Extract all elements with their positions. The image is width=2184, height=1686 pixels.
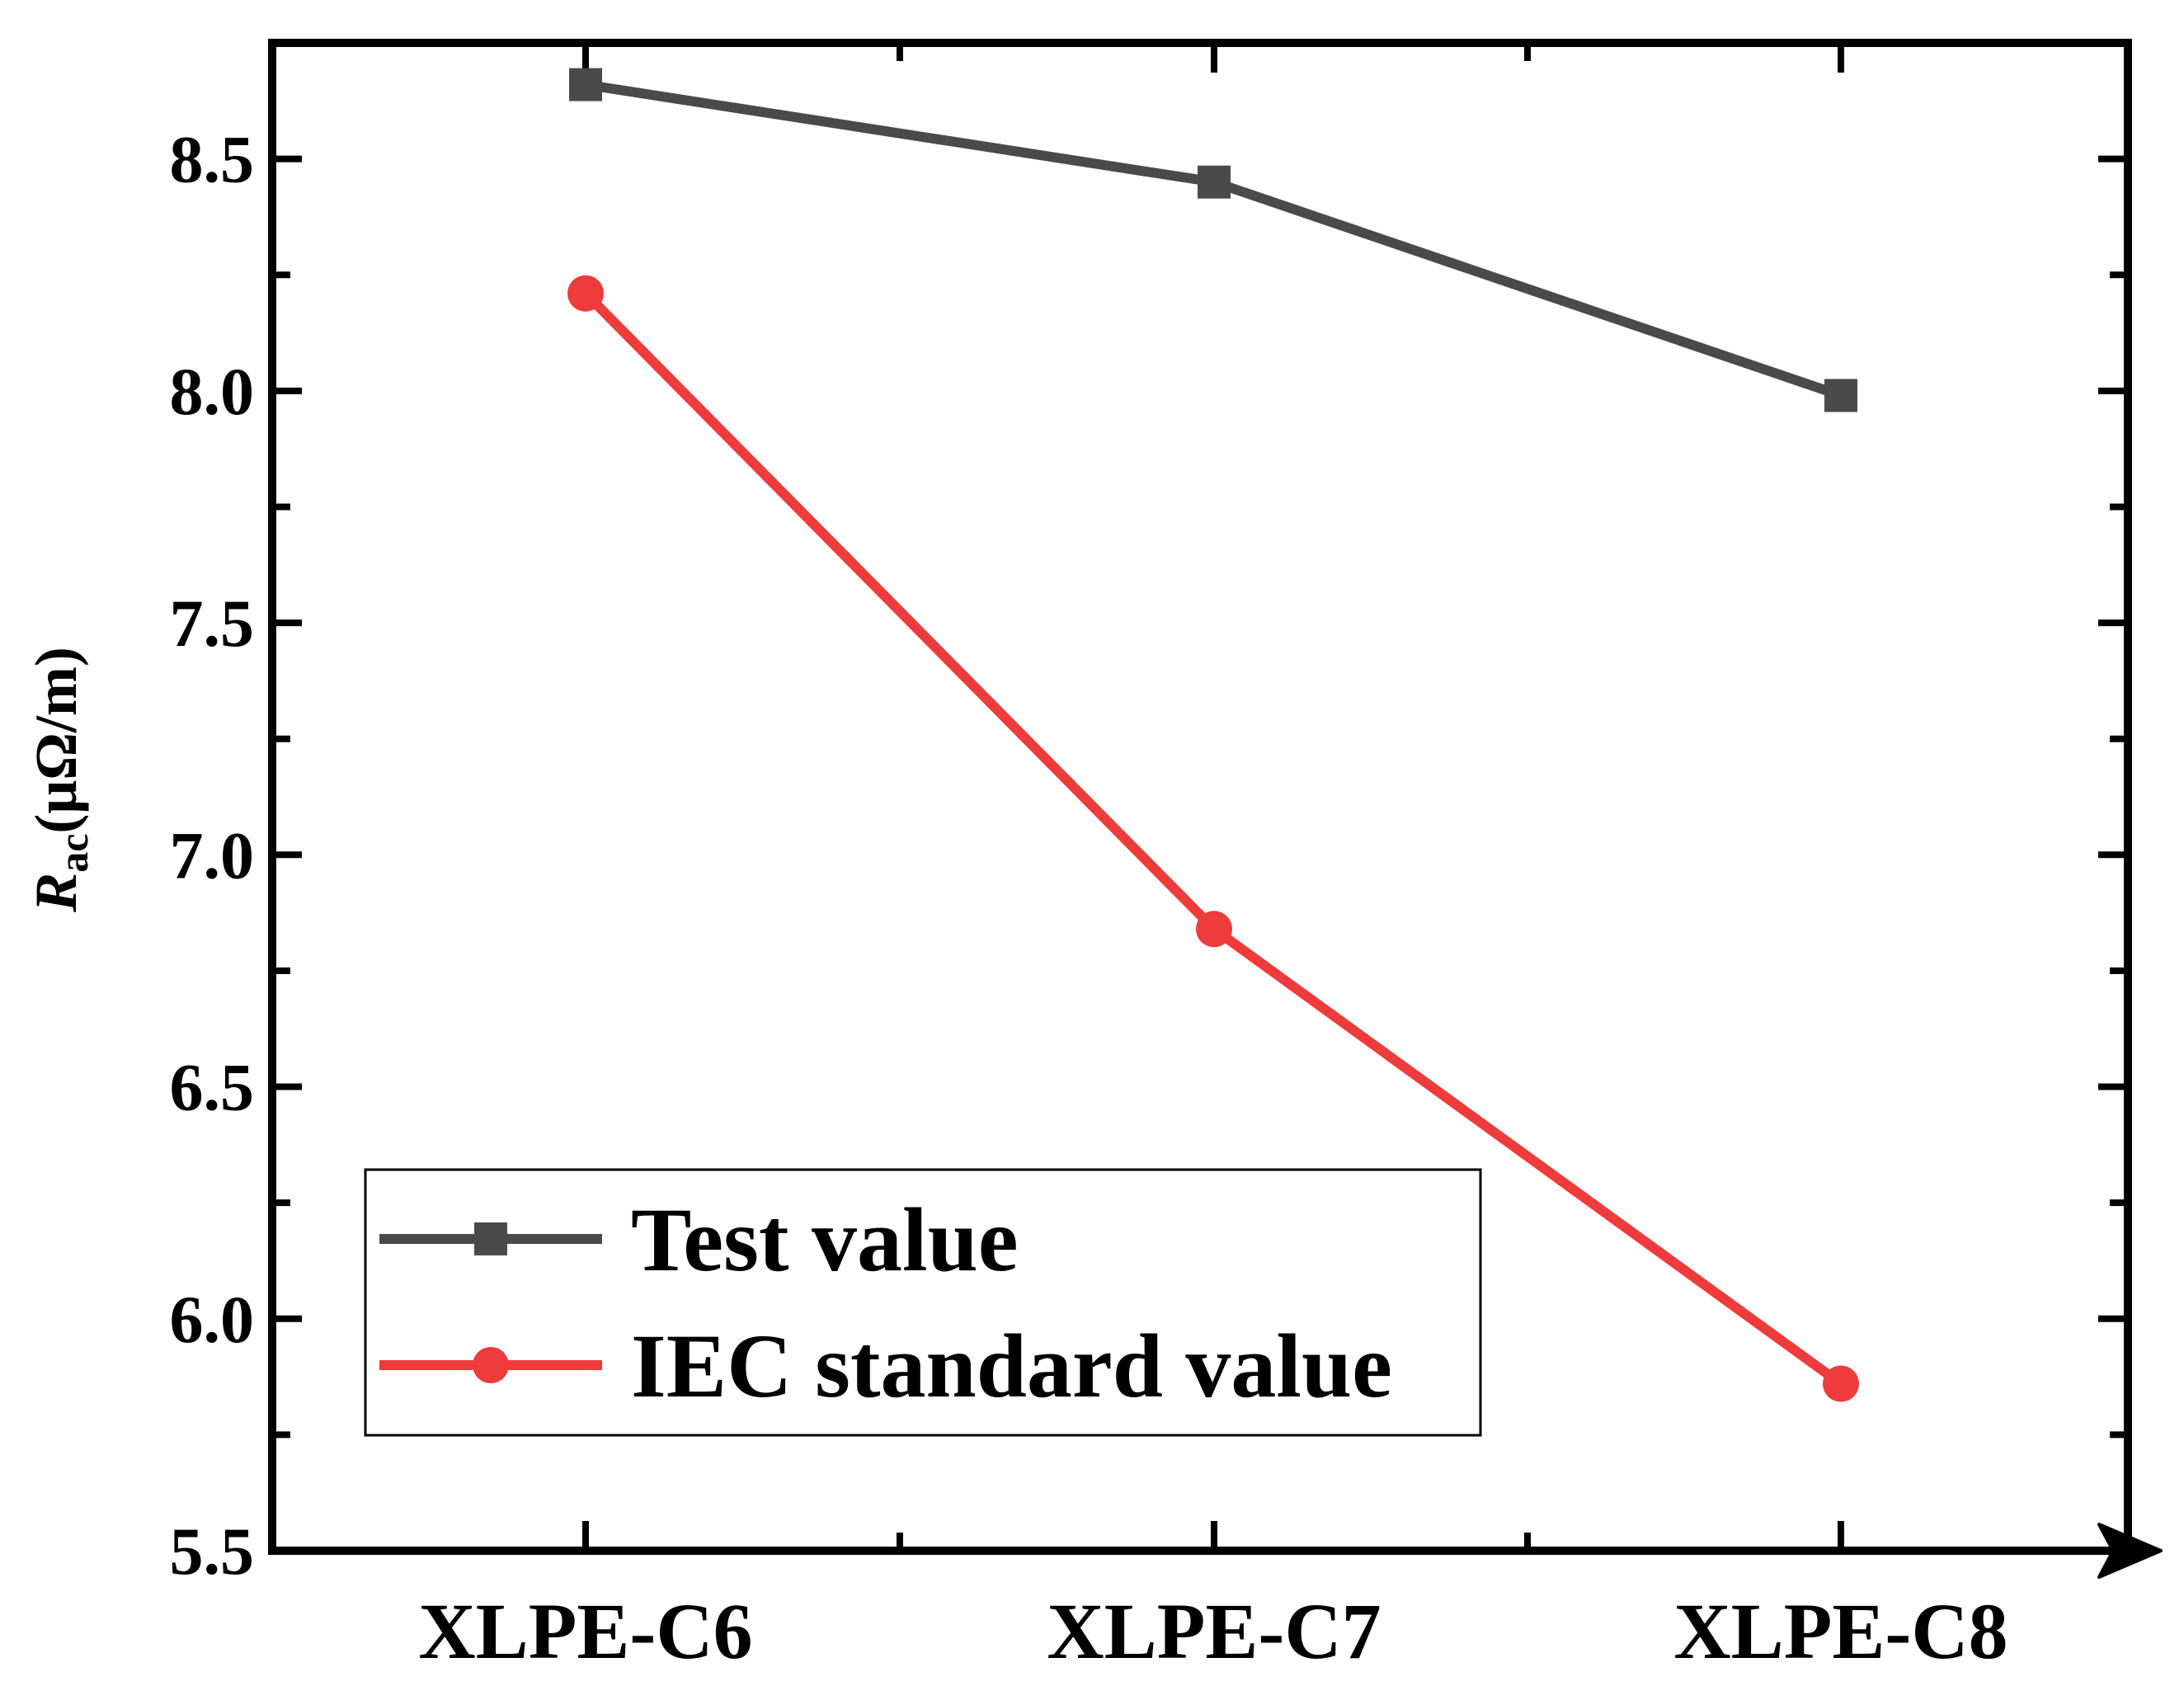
series-line-test-value: [585, 79, 1843, 401]
y-tick-label: 7.0: [170, 817, 255, 892]
legend-label-test-value: Test value: [631, 1189, 1019, 1290]
data-point-iec-standard-value: [567, 275, 604, 312]
y-axis-label-unit: (μΩ/m): [23, 647, 89, 833]
y-tick-label: 5.5: [170, 1514, 255, 1589]
legend-box: [364, 1168, 1482, 1437]
data-point-iec-standard-value: [1196, 911, 1232, 948]
legend-marker-iec-standard-value: [473, 1347, 509, 1383]
x-tick-label: XLPE-C7: [1047, 1587, 1381, 1675]
y-tick-label: 7.5: [170, 586, 255, 661]
series-layer: [567, 68, 1859, 1402]
data-point-test-value: [1824, 379, 1857, 412]
legend-marker-test-value: [474, 1222, 507, 1255]
y-tick-label: 8.5: [170, 122, 255, 197]
x-tick-label: XLPE-C8: [1673, 1587, 2007, 1675]
data-point-test-value: [1198, 165, 1231, 199]
y-axis-label-symbol: R: [23, 873, 89, 913]
data-point-iec-standard-value: [1823, 1365, 1859, 1402]
x-tick-label: XLPE-C6: [418, 1587, 752, 1675]
y-axis-label-subscript: ac: [50, 834, 96, 873]
y-axis-label: Rac(μΩ/m): [23, 647, 96, 913]
y-tick-label: 8.0: [170, 354, 255, 429]
y-tick-label: 6.0: [170, 1282, 255, 1357]
legend-label-iec-standard-value: IEC standard value: [631, 1316, 1392, 1416]
y-tick-label: 6.5: [170, 1050, 255, 1125]
x-axis-arrow-icon: [2097, 1523, 2163, 1579]
axes: 5.5 6.0 6.5 7.0 7.5 8.0 8.5 XLPE-C6 XLPE-C7 XLPE-…: [170, 39, 2163, 1675]
legend: Test value IEC standard value: [364, 1168, 1482, 1437]
data-point-test-value: [569, 68, 602, 101]
